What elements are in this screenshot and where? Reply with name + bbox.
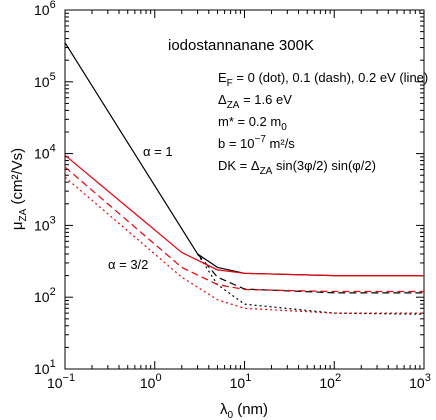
dk-annotation: DK = ΔZA sin(3φ/2) sin(φ/2) [218, 158, 376, 177]
y-tick-label: 104 [34, 143, 56, 162]
chart-title: iodostannanane 300K [168, 37, 314, 54]
delta-za-annotation: ΔZA = 1.6 eV [218, 92, 292, 111]
y-tick-label: 102 [34, 286, 56, 305]
series-line-alpha-3/2-dot [64, 176, 424, 314]
series-group [64, 42, 425, 315]
y-tick-label: 105 [34, 71, 56, 90]
b-annotation: b = 10−7 m²/s [218, 134, 295, 151]
x-tick-label: 101 [230, 372, 252, 391]
y-axis-label: μZA (cm²/Vs) [9, 148, 29, 230]
alpha-3-2-label: α = 3/2 [108, 257, 148, 272]
y-tick-label: 103 [34, 214, 56, 233]
ef-annotation: EF = 0 (dot), 0.1 (dash), 0.2 eV (line) [218, 70, 428, 89]
y-tick-label: 106 [34, 0, 56, 18]
series-line-alpha-3/2-dash [64, 166, 424, 293]
y-tick-label: 101 [34, 358, 56, 377]
x-tick-label: 100 [140, 372, 162, 391]
axis-ticks: 10−1 100 101 102 103 101 102 103 104 105 106 [34, 0, 431, 391]
series-line-alpha-1-dash [197, 253, 424, 294]
series-line-alpha-1-dot [197, 253, 425, 315]
mstar-annotation: m* = 0.2 m0 [218, 114, 287, 133]
x-axis-label: λ0 (nm) [220, 401, 268, 420]
series-line-alpha-3/2-solid [64, 154, 424, 277]
alpha-1-label: α = 1 [143, 144, 173, 159]
plot-frame [64, 9, 425, 370]
x-tick-label: 10−1 [47, 372, 75, 391]
x-tick-label: 102 [319, 372, 341, 391]
x-tick-label: 103 [409, 372, 431, 391]
